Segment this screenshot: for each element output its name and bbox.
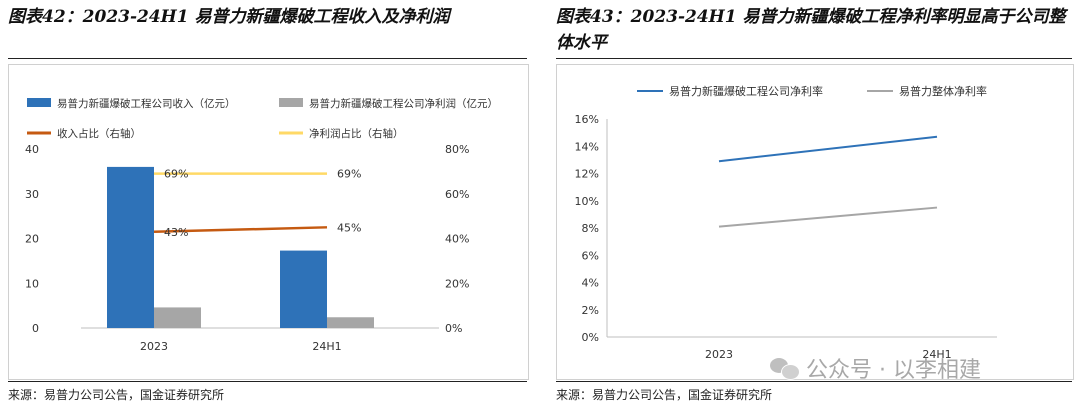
right-chart-panel: 易普力新疆爆破工程公司净利率 易普力整体净利率 0% 2% 4% 6% 8% 10% 12% 14…	[556, 64, 1074, 380]
series-line	[718, 135, 938, 163]
net-margin-chart: 易普力新疆爆破工程公司净利率 易普力整体净利率 0% 2% 4% 6% 8% 10% 12% 14…	[575, 84, 997, 361]
series-line	[153, 226, 328, 234]
left-chart-panel: 易普力新疆爆破工程公司收入（亿元） 易普力新疆爆破工程公司净利润（亿元） 收入占比（…	[8, 64, 529, 380]
y-tick-label: 8%	[582, 222, 599, 235]
left-title-rule	[8, 58, 527, 59]
y-tick-label: 2%	[582, 304, 599, 317]
y-right-tick-label: 60%	[445, 188, 469, 201]
legend-swatch	[279, 98, 303, 107]
legend-label: 易普力新疆爆破工程公司收入（亿元）	[57, 97, 236, 110]
y-tick-label: 0%	[582, 331, 599, 344]
bar	[327, 317, 374, 328]
legend-label: 易普力新疆爆破工程公司净利率	[669, 84, 823, 98]
bar	[107, 166, 154, 328]
y-right-tick-label: 40%	[445, 233, 469, 246]
x-tick-label: 2023	[705, 348, 733, 361]
bar	[154, 307, 201, 328]
y-left-tick-label: 30	[25, 188, 39, 201]
right-bottom-rule	[556, 381, 1072, 382]
right-title-rule	[556, 58, 1072, 59]
revenue-profit-chart: 易普力新疆爆破工程公司收入（亿元） 易普力新疆爆破工程公司净利润（亿元） 收入占比（…	[25, 97, 498, 353]
legend-label: 净利润占比（右轴）	[309, 127, 404, 140]
legend-label: 易普力整体净利率	[899, 84, 987, 98]
y-left-tick-label: 0	[32, 322, 39, 335]
left-source-note: 来源：易普力公司公告，国金证券研究所	[8, 388, 225, 402]
data-label: 43%	[164, 226, 188, 239]
y-right-tick-label: 0%	[445, 322, 462, 335]
right-figure-title: 图表43：2023-24H1 易普力新疆爆破工程净利率明显高于公司整体水平	[556, 7, 1066, 53]
x-tick-label: 2023	[140, 340, 168, 353]
watermark: 公众号 · 以李相建	[770, 352, 981, 384]
y-left-tick-label: 40	[25, 143, 39, 156]
watermark-text: 公众号 · 以李相建	[806, 358, 981, 383]
data-label: 45%	[337, 221, 361, 234]
legend-swatch	[27, 98, 51, 107]
y-tick-label: 16%	[575, 113, 599, 126]
legend-label: 收入占比（右轴）	[57, 127, 141, 140]
series-line	[718, 206, 938, 228]
y-right-tick-label: 20%	[445, 277, 469, 290]
bar	[280, 250, 327, 328]
y-left-tick-label: 10	[25, 277, 39, 290]
y-tick-label: 10%	[575, 195, 599, 208]
right-source-note: 来源：易普力公司公告，国金证券研究所	[556, 388, 773, 402]
data-label: 69%	[164, 168, 188, 181]
y-left-tick-label: 20	[25, 233, 39, 246]
left-figure-title: 图表42：2023-24H1 易普力新疆爆破工程收入及净利润	[8, 7, 450, 27]
x-tick-label: 24H1	[312, 340, 341, 353]
y-tick-label: 4%	[582, 277, 599, 290]
y-right-tick-label: 80%	[445, 143, 469, 156]
y-tick-label: 12%	[575, 168, 599, 181]
y-tick-label: 14%	[575, 140, 599, 153]
y-tick-label: 6%	[582, 249, 599, 262]
wechat-icon	[770, 356, 800, 380]
left-bottom-rule	[8, 381, 527, 382]
x-tick-label: 24H1	[922, 348, 951, 361]
legend-label: 易普力新疆爆破工程公司净利润（亿元）	[309, 97, 498, 110]
data-label: 69%	[337, 168, 361, 181]
